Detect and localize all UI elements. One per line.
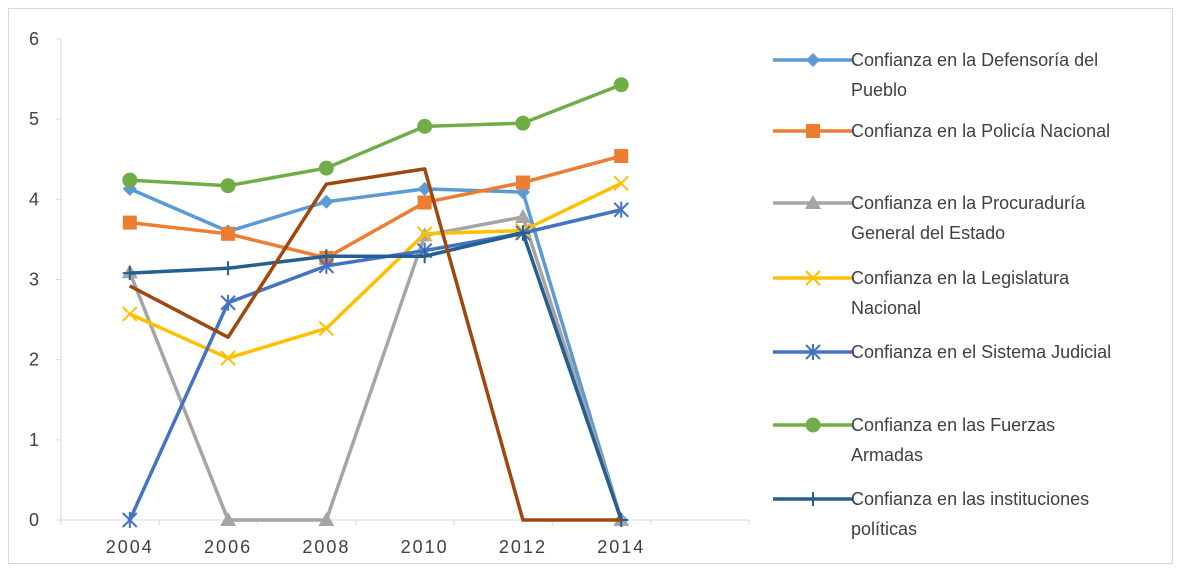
data-point	[515, 175, 530, 190]
legend-item-6: Confianza en las Fuerzas Armadas	[773, 415, 1055, 465]
legend-label: Confianza en las Fuerzas	[851, 415, 1055, 435]
data-point	[514, 208, 531, 223]
legend-marker	[806, 492, 820, 506]
x-tick-label: 2010	[401, 537, 449, 557]
data-point	[122, 215, 137, 230]
y-tick-label: 3	[29, 270, 39, 290]
data-point	[220, 178, 236, 194]
series-line	[128, 167, 622, 522]
legend-label: Confianza en la Policía Nacional	[851, 121, 1110, 141]
x-tick-label: 2006	[204, 537, 252, 557]
data-point	[515, 226, 530, 241]
legend-label: General del Estado	[851, 223, 1005, 243]
series-line	[129, 231, 623, 521]
legend-label: Confianza en la Defensoría del	[851, 50, 1098, 70]
y-tick-label: 2	[29, 350, 39, 370]
data-point	[318, 320, 335, 337]
legend-marker	[805, 344, 821, 360]
data-point	[417, 249, 432, 264]
line-chart: 0 1 2 3 4 5 6 2004 2006 2008 2010 2012 2014 Confianz…	[29, 29, 1111, 557]
legend-item-4: Confianza en la Legislatura Nacional	[773, 268, 1070, 318]
y-tick-label: 6	[29, 29, 39, 49]
data-point	[613, 175, 629, 192]
data-point	[221, 226, 236, 241]
legend-item-1: Confianza en la Defensoría del Pueblo	[773, 50, 1098, 100]
legend-label: Confianza en la Legislatura	[851, 268, 1070, 288]
y-tick-label: 1	[29, 430, 39, 450]
axes: 0 1 2 3 4 5 6 2004 2006 2008 2010 2012 2014	[29, 29, 750, 557]
legend-item-3: Confianza en la Procuraduría General del …	[773, 193, 1086, 243]
x-tick-label: 2012	[499, 537, 547, 557]
x-tick-label: 2008	[302, 537, 350, 557]
legend-label: Armadas	[851, 445, 923, 465]
legend-label: políticas	[851, 519, 917, 539]
legend-marker	[805, 417, 821, 433]
data-point	[122, 266, 137, 281]
y-tick-label: 5	[29, 109, 39, 129]
data-point	[221, 261, 236, 276]
data-point	[220, 294, 236, 311]
data-point	[613, 201, 629, 218]
data-point	[220, 350, 236, 366]
series-8	[128, 167, 622, 522]
data-point	[319, 249, 334, 264]
data-point	[417, 118, 433, 134]
series-1	[122, 181, 629, 527]
series-4	[122, 175, 629, 366]
legend-item-2: Confianza en la Policía Nacional	[773, 121, 1110, 141]
series-line	[129, 154, 622, 260]
data-point	[122, 512, 138, 528]
data-point	[122, 172, 138, 188]
legend-label: Confianza en las instituciones	[851, 489, 1089, 509]
series-line	[129, 187, 623, 521]
x-tick-label: 2014	[597, 537, 645, 557]
legend-label: Confianza en el Sistema Judicial	[851, 342, 1111, 362]
data-point	[417, 195, 432, 210]
data-point	[613, 77, 629, 93]
legend-label: Pueblo	[851, 80, 907, 100]
legend-label: Confianza en la Procuraduría	[851, 193, 1086, 213]
legend: Confianza en la Defensoría delPuebloConf…	[773, 50, 1111, 539]
legend-marker	[806, 124, 820, 138]
series-layer	[121, 77, 630, 528]
series-line	[128, 208, 622, 521]
x-tick-label: 2004	[106, 537, 154, 557]
y-tick-label: 0	[29, 510, 39, 530]
series-5	[122, 201, 629, 528]
data-point	[614, 149, 629, 164]
data-point	[515, 115, 531, 131]
legend-marker	[805, 195, 821, 209]
legend-label: Nacional	[851, 298, 921, 318]
series-7	[122, 226, 629, 527]
legend-item-7: Confianza en las instituciones políticas	[773, 489, 1089, 539]
legend-marker	[806, 53, 820, 67]
data-point	[319, 194, 334, 209]
y-tick-label: 4	[29, 189, 39, 209]
series-line	[129, 181, 622, 360]
chart-frame: 0 1 2 3 4 5 6 2004 2006 2008 2010 2012 2014 Confianz…	[8, 8, 1173, 564]
series-2	[122, 149, 629, 265]
series-6	[122, 77, 629, 194]
data-point	[220, 512, 237, 526]
data-point	[122, 306, 138, 322]
data-point	[318, 512, 335, 526]
data-point	[318, 160, 334, 176]
data-point	[416, 226, 433, 242]
legend-marker	[805, 270, 821, 286]
series-line	[129, 83, 622, 188]
series-line	[128, 215, 623, 522]
legend-item-5: Confianza en el Sistema Judicial	[773, 342, 1111, 362]
